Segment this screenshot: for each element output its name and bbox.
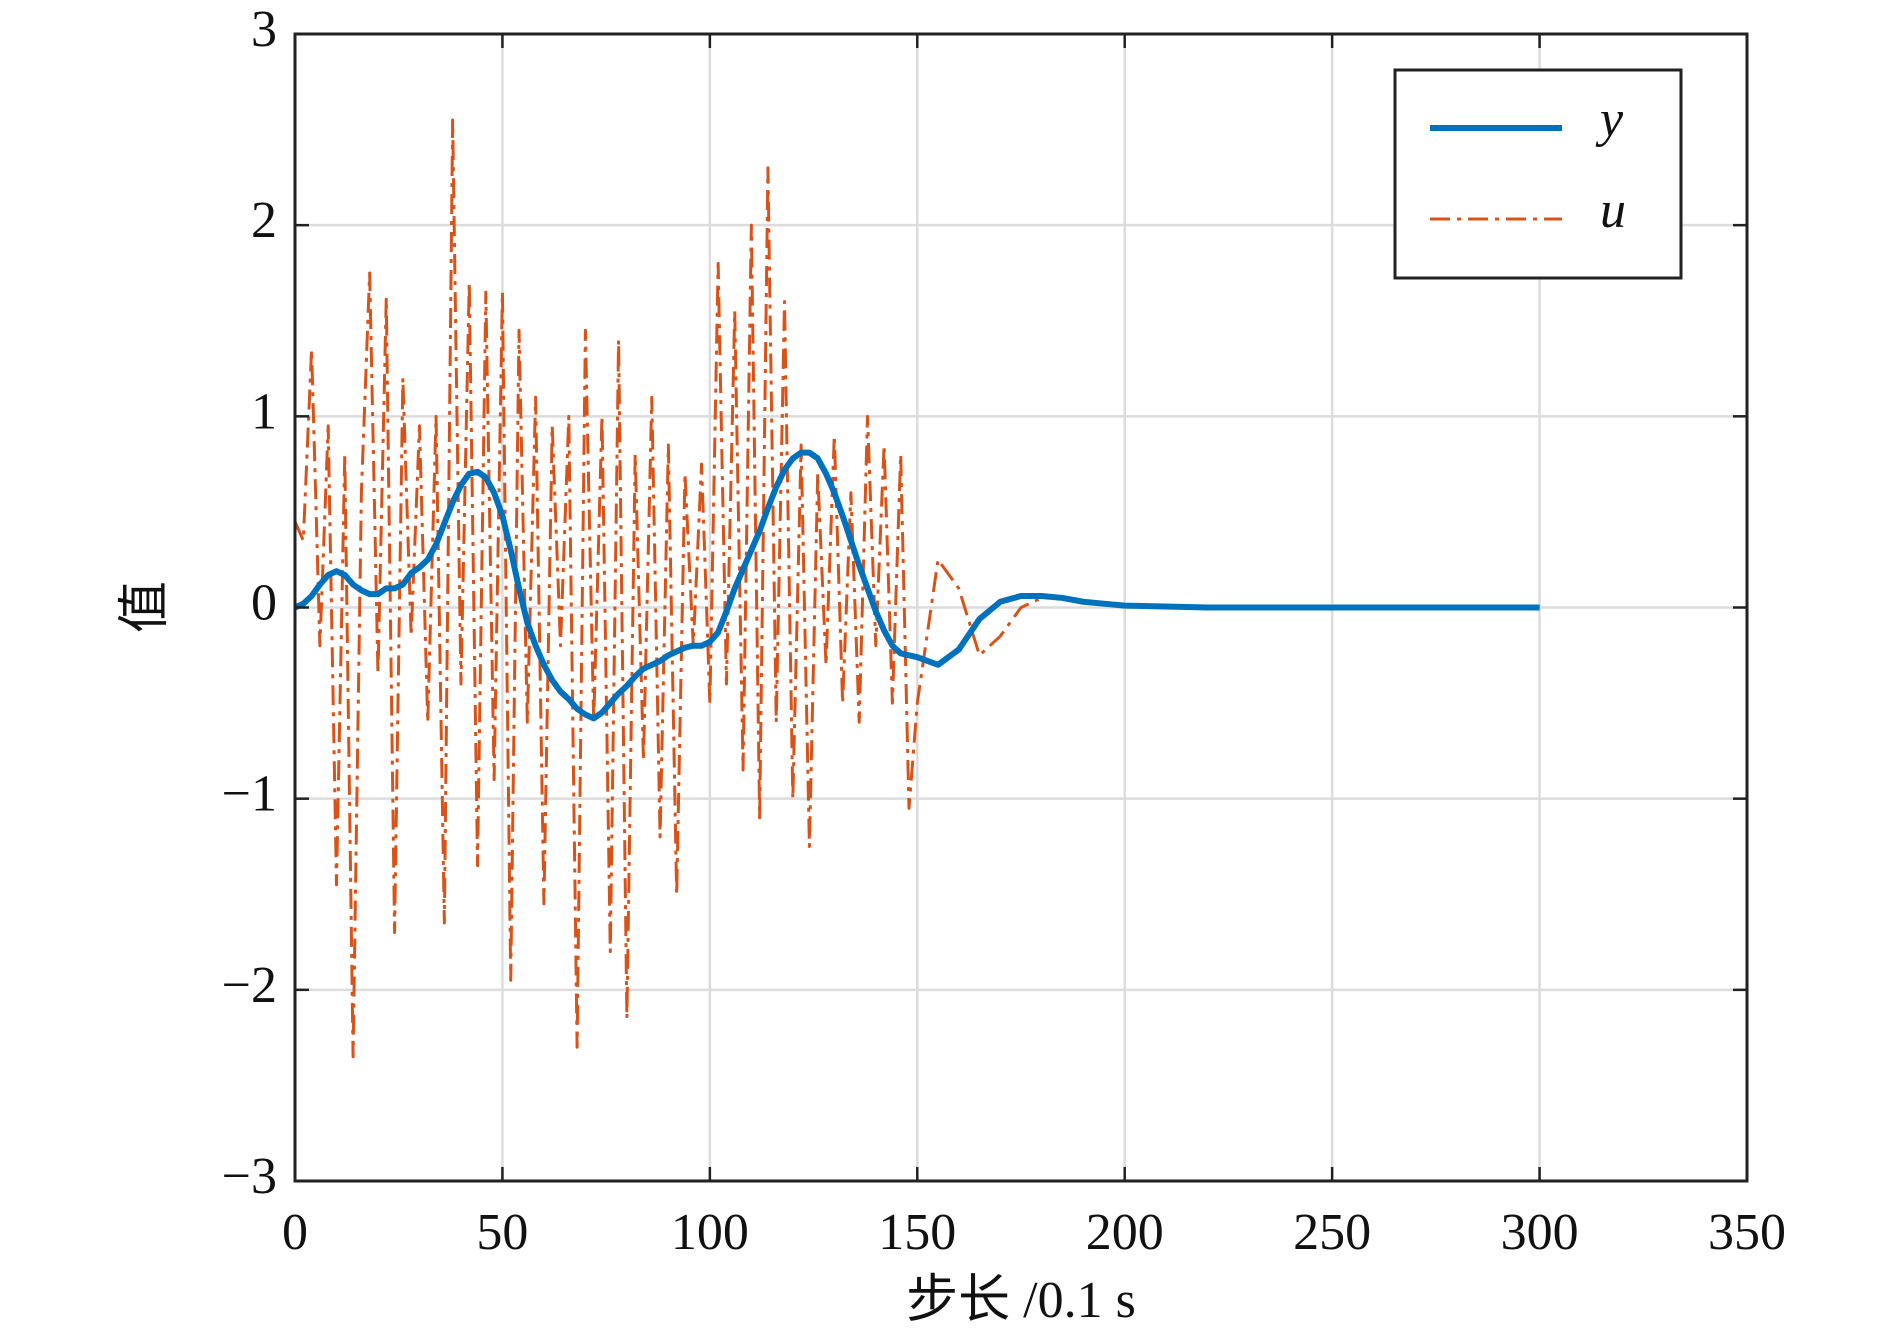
y-axis-label: 值 [117, 581, 174, 633]
series-line [293, 118, 1540, 1059]
y-tick-label: −1 [222, 766, 277, 823]
x-tick-label: 0 [282, 1204, 308, 1261]
y-tick-label: −2 [222, 957, 277, 1014]
legend-label: y [1595, 91, 1624, 148]
plot-area [293, 118, 1540, 1059]
x-tick-label: 150 [878, 1204, 956, 1261]
x-tick-label: 100 [671, 1204, 749, 1261]
legend-box [1393, 68, 1683, 280]
series-line [293, 449, 1540, 722]
legend-label: u [1600, 182, 1626, 239]
y-tick-label: 1 [251, 383, 277, 440]
x-tick-label: 50 [476, 1204, 528, 1261]
legend: yu [1393, 68, 1683, 280]
x-tick-label: 350 [1708, 1204, 1786, 1261]
x-tick-label: 200 [1086, 1204, 1164, 1261]
y-tick-label: 0 [251, 574, 277, 631]
x-tick-label: 250 [1293, 1204, 1371, 1261]
y-tick-label: −3 [222, 1148, 277, 1205]
y-tick-label: 3 [251, 1, 277, 58]
y-tick-label: 2 [251, 192, 277, 249]
x-axis-label: 步长 /0.1 s [906, 1272, 1136, 1329]
ticks: 0 50 100 150 200 250 300 350 −3 −2 −1 0 1 2 3 [222, 1, 1786, 1261]
x-tick-label: 300 [1501, 1204, 1579, 1261]
